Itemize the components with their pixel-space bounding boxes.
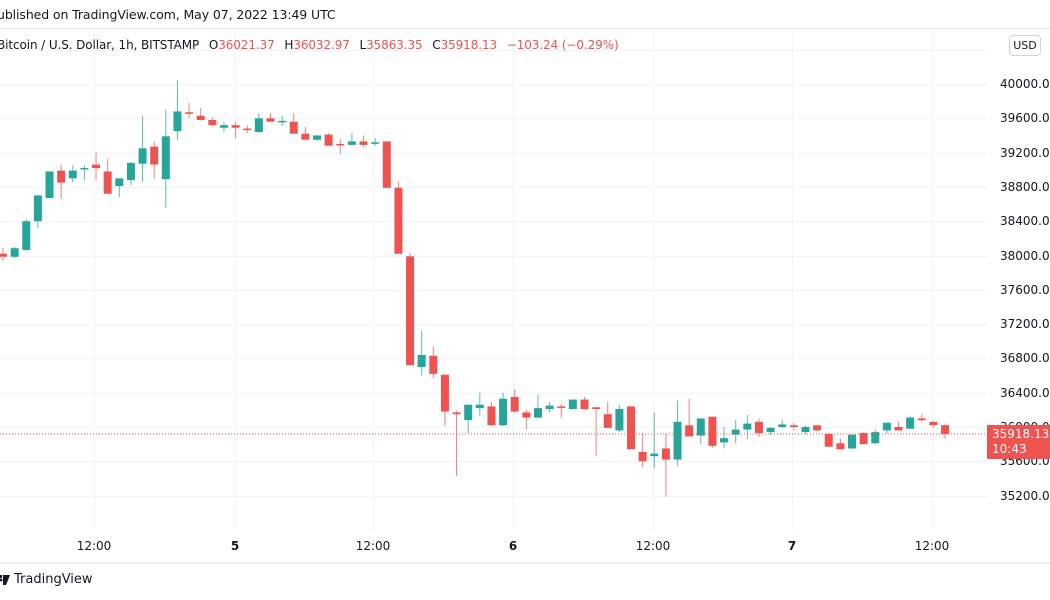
footer-divider <box>0 562 1050 564</box>
gridlines <box>0 29 987 530</box>
header-divider <box>0 28 1050 29</box>
published-banner: ublished on TradingView.com, May 07, 202… <box>0 7 336 22</box>
tradingview-logo-icon <box>0 574 10 585</box>
time-tick-label: 6 <box>508 539 518 553</box>
tradingview-brand[interactable]: TradingView <box>0 572 93 587</box>
low-value: 35863.35 <box>366 38 423 52</box>
price-tick-label: 37200.00 <box>1000 316 1050 331</box>
time-tick-label: 12:00 <box>355 539 391 553</box>
brand-name: TradingView <box>14 572 93 587</box>
price-tick-label: 35200.00 <box>1000 488 1050 503</box>
price-tick-label: 39200.00 <box>1000 145 1050 160</box>
currency-button[interactable]: USD <box>1009 35 1041 56</box>
last-price-tag: 35918.13 10:43 <box>987 425 1050 459</box>
high-label: H <box>284 38 294 52</box>
open-label: O <box>208 38 219 52</box>
time-tick-label: 12:00 <box>914 539 950 553</box>
time-tick-label: 7 <box>787 539 797 553</box>
candles <box>0 80 950 497</box>
bar-countdown: 10:43 <box>992 442 1027 456</box>
change-value: −103.24 (−0.29%) <box>506 38 619 52</box>
price-tick-label: 39600.00 <box>1000 110 1050 125</box>
ohlc-legend: Bitcoin / U.S. Dollar, 1h, BITSTAMP O360… <box>0 38 619 52</box>
price-tick-label: 37600.00 <box>1000 282 1050 297</box>
open-value: 36021.37 <box>218 38 275 52</box>
symbol-title[interactable]: Bitcoin / U.S. Dollar, 1h, BITSTAMP <box>0 38 200 52</box>
time-tick-label: 12:00 <box>635 539 671 553</box>
price-tick-label: 40000.00 <box>1000 76 1050 91</box>
price-tick-label: 36400.00 <box>1000 385 1050 400</box>
price-tick-label: 36800.00 <box>1000 350 1050 365</box>
high-value: 36032.97 <box>293 38 350 52</box>
price-tick-label: 38000.00 <box>1000 248 1050 263</box>
close-label: C <box>432 38 441 52</box>
low-label: L <box>359 38 367 52</box>
time-tick-label: 12:00 <box>76 539 112 553</box>
price-tick-label: 38400.00 <box>1000 213 1050 228</box>
close-value: 35918.13 <box>440 38 498 52</box>
last-price-value: 35918.13 <box>992 427 1050 441</box>
price-tick-label: 38800.00 <box>1000 179 1050 194</box>
time-tick-label: 5 <box>230 539 240 553</box>
